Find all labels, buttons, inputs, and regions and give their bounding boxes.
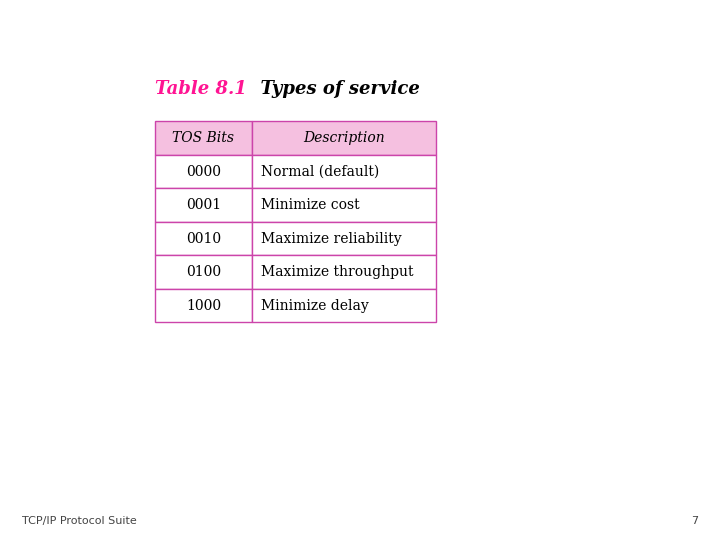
Text: 0001: 0001 — [186, 198, 221, 212]
Text: 0010: 0010 — [186, 232, 221, 246]
Text: Table 8.1: Table 8.1 — [155, 80, 246, 98]
Text: 7: 7 — [691, 516, 698, 526]
Text: Normal (default): Normal (default) — [261, 165, 379, 179]
Text: Description: Description — [303, 131, 384, 145]
Text: Minimize cost: Minimize cost — [261, 198, 359, 212]
Text: Minimize delay: Minimize delay — [261, 299, 369, 313]
Text: Maximize reliability: Maximize reliability — [261, 232, 401, 246]
Text: TCP/IP Protocol Suite: TCP/IP Protocol Suite — [22, 516, 136, 526]
Text: 1000: 1000 — [186, 299, 221, 313]
Text: TOS Bits: TOS Bits — [172, 131, 235, 145]
Text: 0000: 0000 — [186, 165, 221, 179]
Text: Types of service: Types of service — [248, 80, 420, 98]
Text: Maximize throughput: Maximize throughput — [261, 265, 413, 279]
Text: 0100: 0100 — [186, 265, 221, 279]
